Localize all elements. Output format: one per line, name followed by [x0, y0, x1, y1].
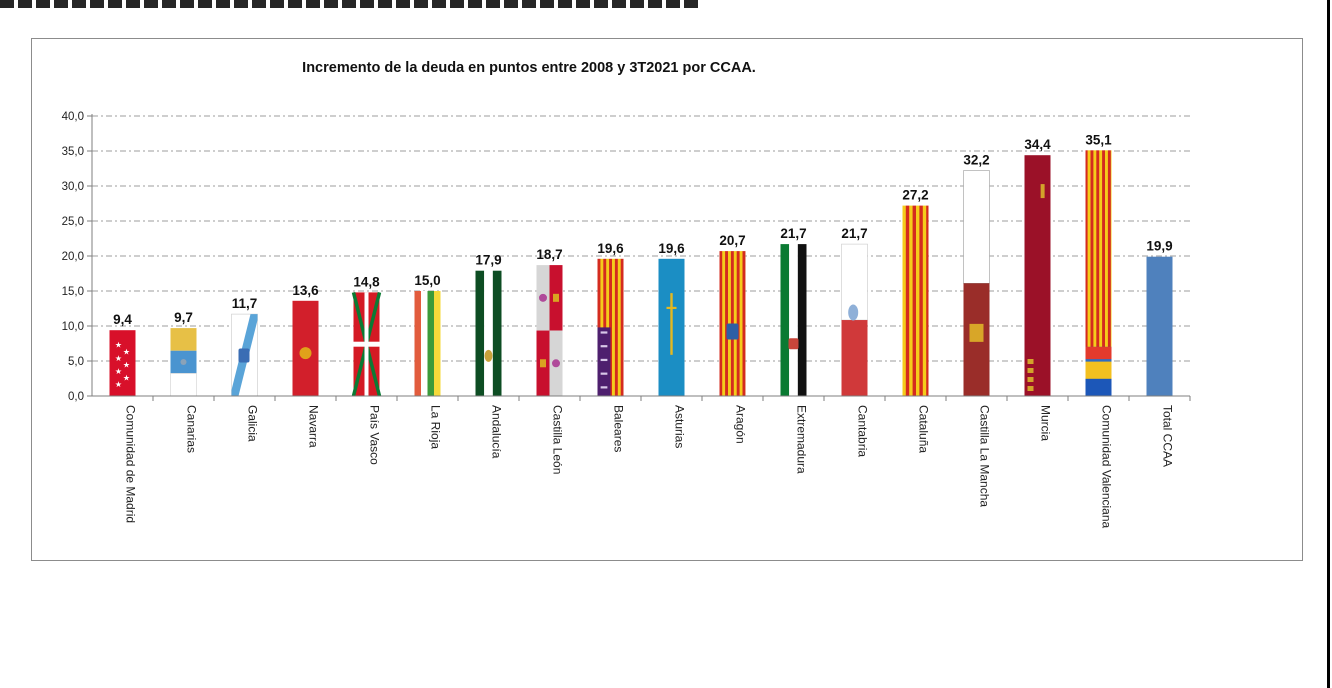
- bar: [351, 291, 382, 397]
- data-label: 9,4: [113, 312, 132, 327]
- x-tick-label: La Rioja: [429, 405, 443, 449]
- data-label: 14,8: [353, 274, 380, 289]
- bar: [1146, 256, 1173, 396]
- x-tick-label: Comunidad Valenciana: [1100, 405, 1114, 529]
- chart-title: Incremento de la deuda en puntos entre 2…: [302, 60, 756, 76]
- x-tick-label: Navarra: [307, 405, 321, 448]
- svg-text:★: ★: [123, 347, 130, 356]
- bar: [780, 244, 807, 396]
- bar: [1085, 150, 1112, 396]
- data-label: 18,7: [536, 247, 562, 262]
- bar: [963, 170, 990, 396]
- x-tick-label: Comunidad de Madrid: [124, 405, 138, 523]
- bar: [231, 313, 258, 397]
- top-cropped-text: [0, 0, 700, 8]
- y-tick-label: 10,0: [62, 321, 84, 333]
- bar: [597, 258, 624, 396]
- y-tick-label: 40,0: [62, 111, 84, 123]
- bar: [170, 328, 197, 397]
- y-tick-label: 25,0: [62, 216, 84, 228]
- svg-text:★: ★: [115, 341, 122, 350]
- y-tick-label: 35,0: [62, 146, 84, 158]
- bar: [658, 258, 685, 396]
- bar: [414, 291, 441, 396]
- x-tick-label: Andalucía: [490, 405, 504, 459]
- svg-text:★: ★: [115, 367, 122, 376]
- x-tick-label: Castilla León: [551, 405, 565, 474]
- data-label: 11,7: [232, 296, 258, 311]
- data-label: 19,6: [597, 241, 624, 256]
- x-tick-label: Castilla La Mancha: [978, 405, 992, 507]
- svg-text:★: ★: [123, 360, 130, 369]
- x-tick-label: Total CCAA: [1161, 405, 1175, 467]
- x-tick-label: Extremadura: [795, 405, 809, 474]
- bar: [841, 243, 868, 396]
- data-label: 20,7: [719, 233, 745, 248]
- x-tick-label: Murcia: [1039, 405, 1053, 441]
- data-label: 35,1: [1085, 132, 1112, 147]
- data-label: 32,2: [963, 153, 989, 168]
- chart-frame: Incremento de la deuda en puntos entre 2…: [31, 38, 1303, 561]
- y-tick-label: 20,0: [62, 251, 84, 263]
- bar: ★★★★★★★: [109, 330, 136, 396]
- x-tick-label: Galicia: [246, 405, 260, 442]
- data-label: 15,0: [414, 273, 440, 288]
- x-tick-label: Baleares: [612, 405, 626, 452]
- data-label: 17,9: [475, 253, 501, 268]
- data-label: 9,7: [174, 310, 193, 325]
- y-tick-label: 15,0: [62, 286, 84, 298]
- data-label: 13,6: [292, 283, 319, 298]
- x-tick-label: Cataluña: [917, 405, 931, 453]
- data-label: 21,7: [841, 226, 867, 241]
- y-tick-label: 0,0: [68, 391, 84, 403]
- y-tick-label: 30,0: [62, 181, 84, 193]
- x-tick-label: País Vasco: [368, 405, 382, 465]
- data-label: 27,2: [902, 188, 928, 203]
- x-tick-label: Aragón: [734, 405, 748, 444]
- data-label: 19,9: [1146, 239, 1172, 254]
- svg-text:★: ★: [115, 354, 122, 363]
- data-label: 19,6: [658, 241, 685, 256]
- y-tick-label: 5,0: [68, 356, 84, 368]
- bar: [292, 300, 319, 396]
- bar: [475, 270, 502, 396]
- bar: [536, 265, 563, 396]
- bar: [1024, 155, 1051, 396]
- x-tick-label: Cantabria: [856, 405, 870, 457]
- svg-text:★: ★: [123, 374, 130, 383]
- bar-chart: Incremento de la deuda en puntos entre 2…: [62, 60, 1191, 529]
- data-label: 21,7: [780, 226, 806, 241]
- page-edge-rule: [1327, 0, 1330, 688]
- x-tick-label: Canarias: [185, 405, 199, 453]
- bar: [902, 205, 929, 396]
- bar: [719, 251, 746, 396]
- x-tick-label: Asturias: [673, 405, 687, 448]
- svg-text:★: ★: [115, 380, 122, 389]
- data-label: 34,4: [1024, 137, 1051, 152]
